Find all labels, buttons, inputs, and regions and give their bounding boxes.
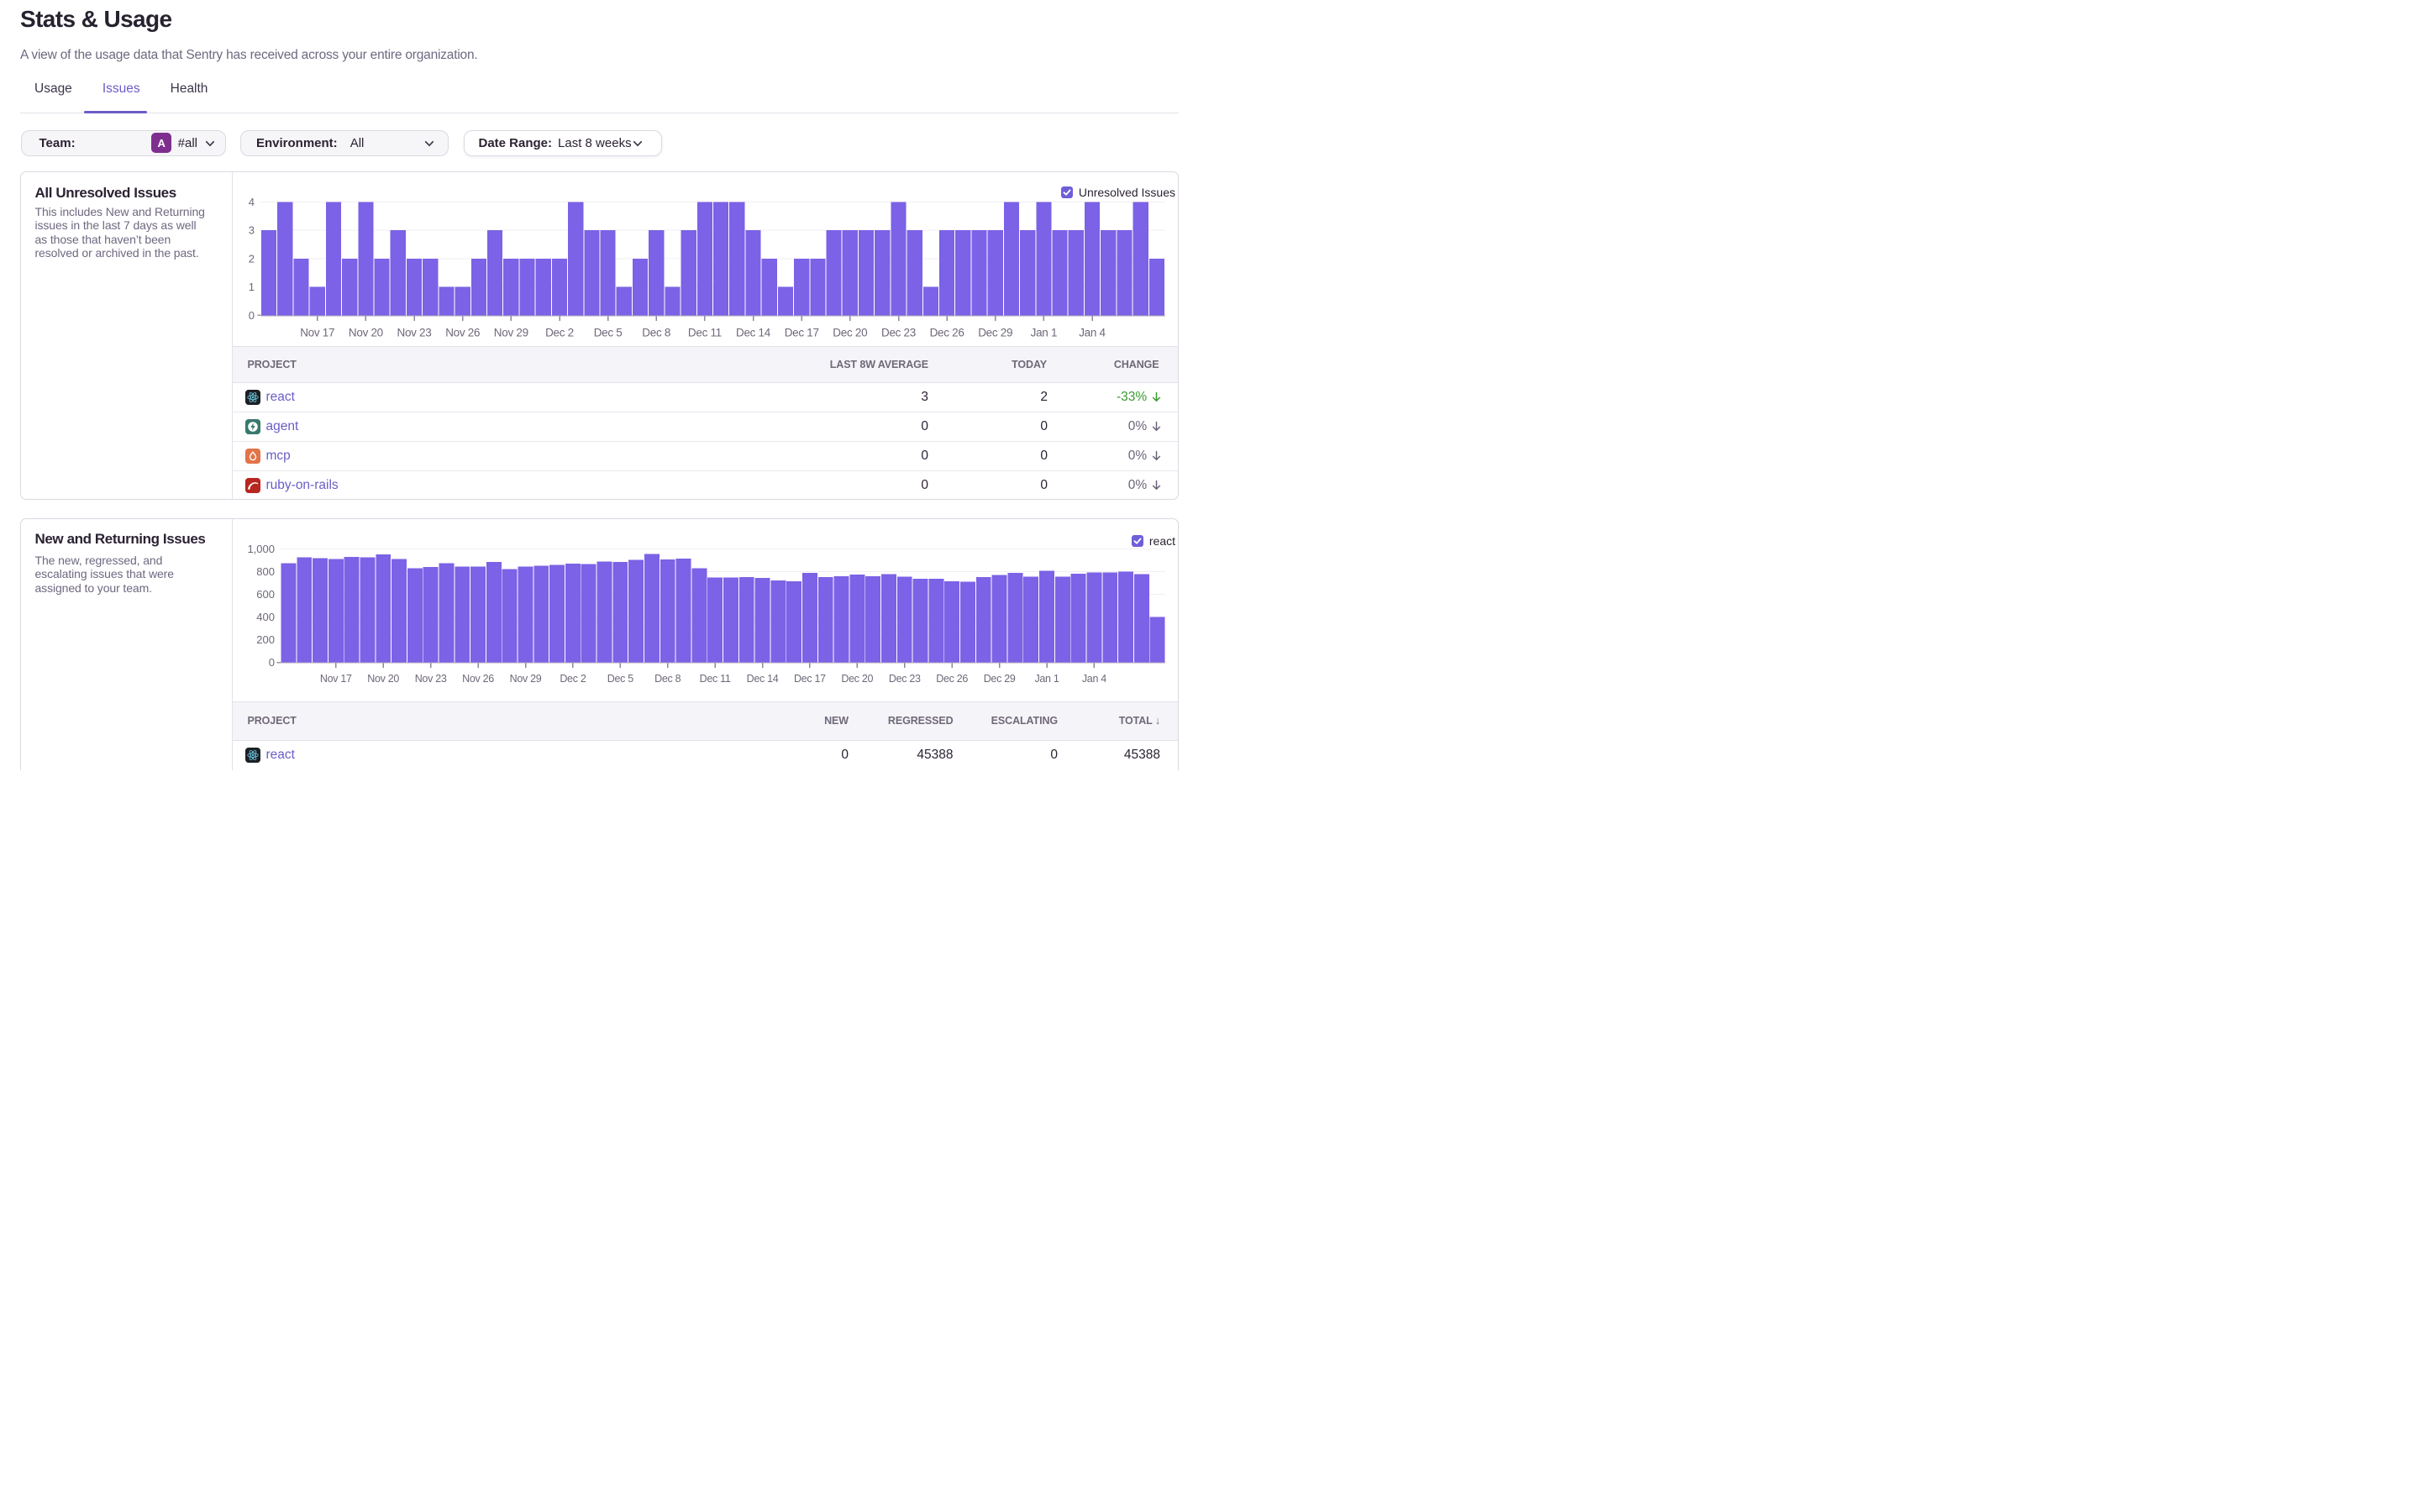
svg-text:2: 2	[249, 252, 255, 265]
svg-text:Dec 26: Dec 26	[936, 673, 968, 685]
svg-text:Nov 17: Nov 17	[320, 673, 352, 685]
svg-text:Nov 20: Nov 20	[367, 673, 399, 685]
svg-text:Jan 4: Jan 4	[1082, 673, 1106, 685]
svg-text:Dec 8: Dec 8	[642, 326, 670, 339]
svg-text:Dec 8: Dec 8	[654, 673, 681, 685]
svg-text:Dec 14: Dec 14	[747, 673, 779, 685]
svg-text:Jan 4: Jan 4	[1079, 326, 1106, 339]
svg-text:1: 1	[249, 281, 255, 293]
svg-text:200: 200	[256, 633, 275, 646]
svg-text:Dec 14: Dec 14	[736, 326, 771, 339]
svg-text:1,000: 1,000	[247, 543, 275, 555]
svg-text:Dec 23: Dec 23	[889, 673, 921, 685]
svg-text:Dec 29: Dec 29	[984, 673, 1016, 685]
svg-text:Dec 29: Dec 29	[978, 326, 1012, 339]
svg-text:Nov 23: Nov 23	[415, 673, 447, 685]
svg-text:Dec 20: Dec 20	[833, 326, 867, 339]
svg-text:Dec 17: Dec 17	[794, 673, 826, 685]
svg-text:0: 0	[249, 309, 255, 322]
svg-text:3: 3	[249, 224, 255, 237]
svg-text:4: 4	[249, 196, 255, 208]
svg-text:Dec 5: Dec 5	[607, 673, 634, 685]
svg-text:Jan 1: Jan 1	[1034, 673, 1059, 685]
svg-text:Dec 11: Dec 11	[688, 326, 722, 339]
svg-text:Dec 5: Dec 5	[594, 326, 623, 339]
svg-text:Nov 23: Nov 23	[397, 326, 432, 339]
svg-text:Nov 26: Nov 26	[462, 673, 494, 685]
svg-text:400: 400	[256, 611, 275, 623]
svg-text:Dec 23: Dec 23	[881, 326, 916, 339]
svg-text:Dec 26: Dec 26	[930, 326, 964, 339]
svg-text:Dec 11: Dec 11	[700, 673, 731, 685]
svg-text:Dec 2: Dec 2	[545, 326, 574, 339]
svg-text:Nov 29: Nov 29	[510, 673, 542, 685]
svg-text:Jan 1: Jan 1	[1031, 326, 1058, 339]
svg-text:Dec 17: Dec 17	[785, 326, 819, 339]
svg-text:800: 800	[256, 565, 275, 578]
svg-text:Dec 2: Dec 2	[560, 673, 586, 685]
svg-text:Nov 20: Nov 20	[349, 326, 383, 339]
svg-text:Nov 26: Nov 26	[445, 326, 480, 339]
svg-text:Dec 20: Dec 20	[841, 673, 873, 685]
svg-text:600: 600	[256, 588, 275, 601]
svg-text:0: 0	[269, 656, 275, 669]
svg-text:Nov 29: Nov 29	[494, 326, 528, 339]
svg-text:Nov 17: Nov 17	[300, 326, 334, 339]
